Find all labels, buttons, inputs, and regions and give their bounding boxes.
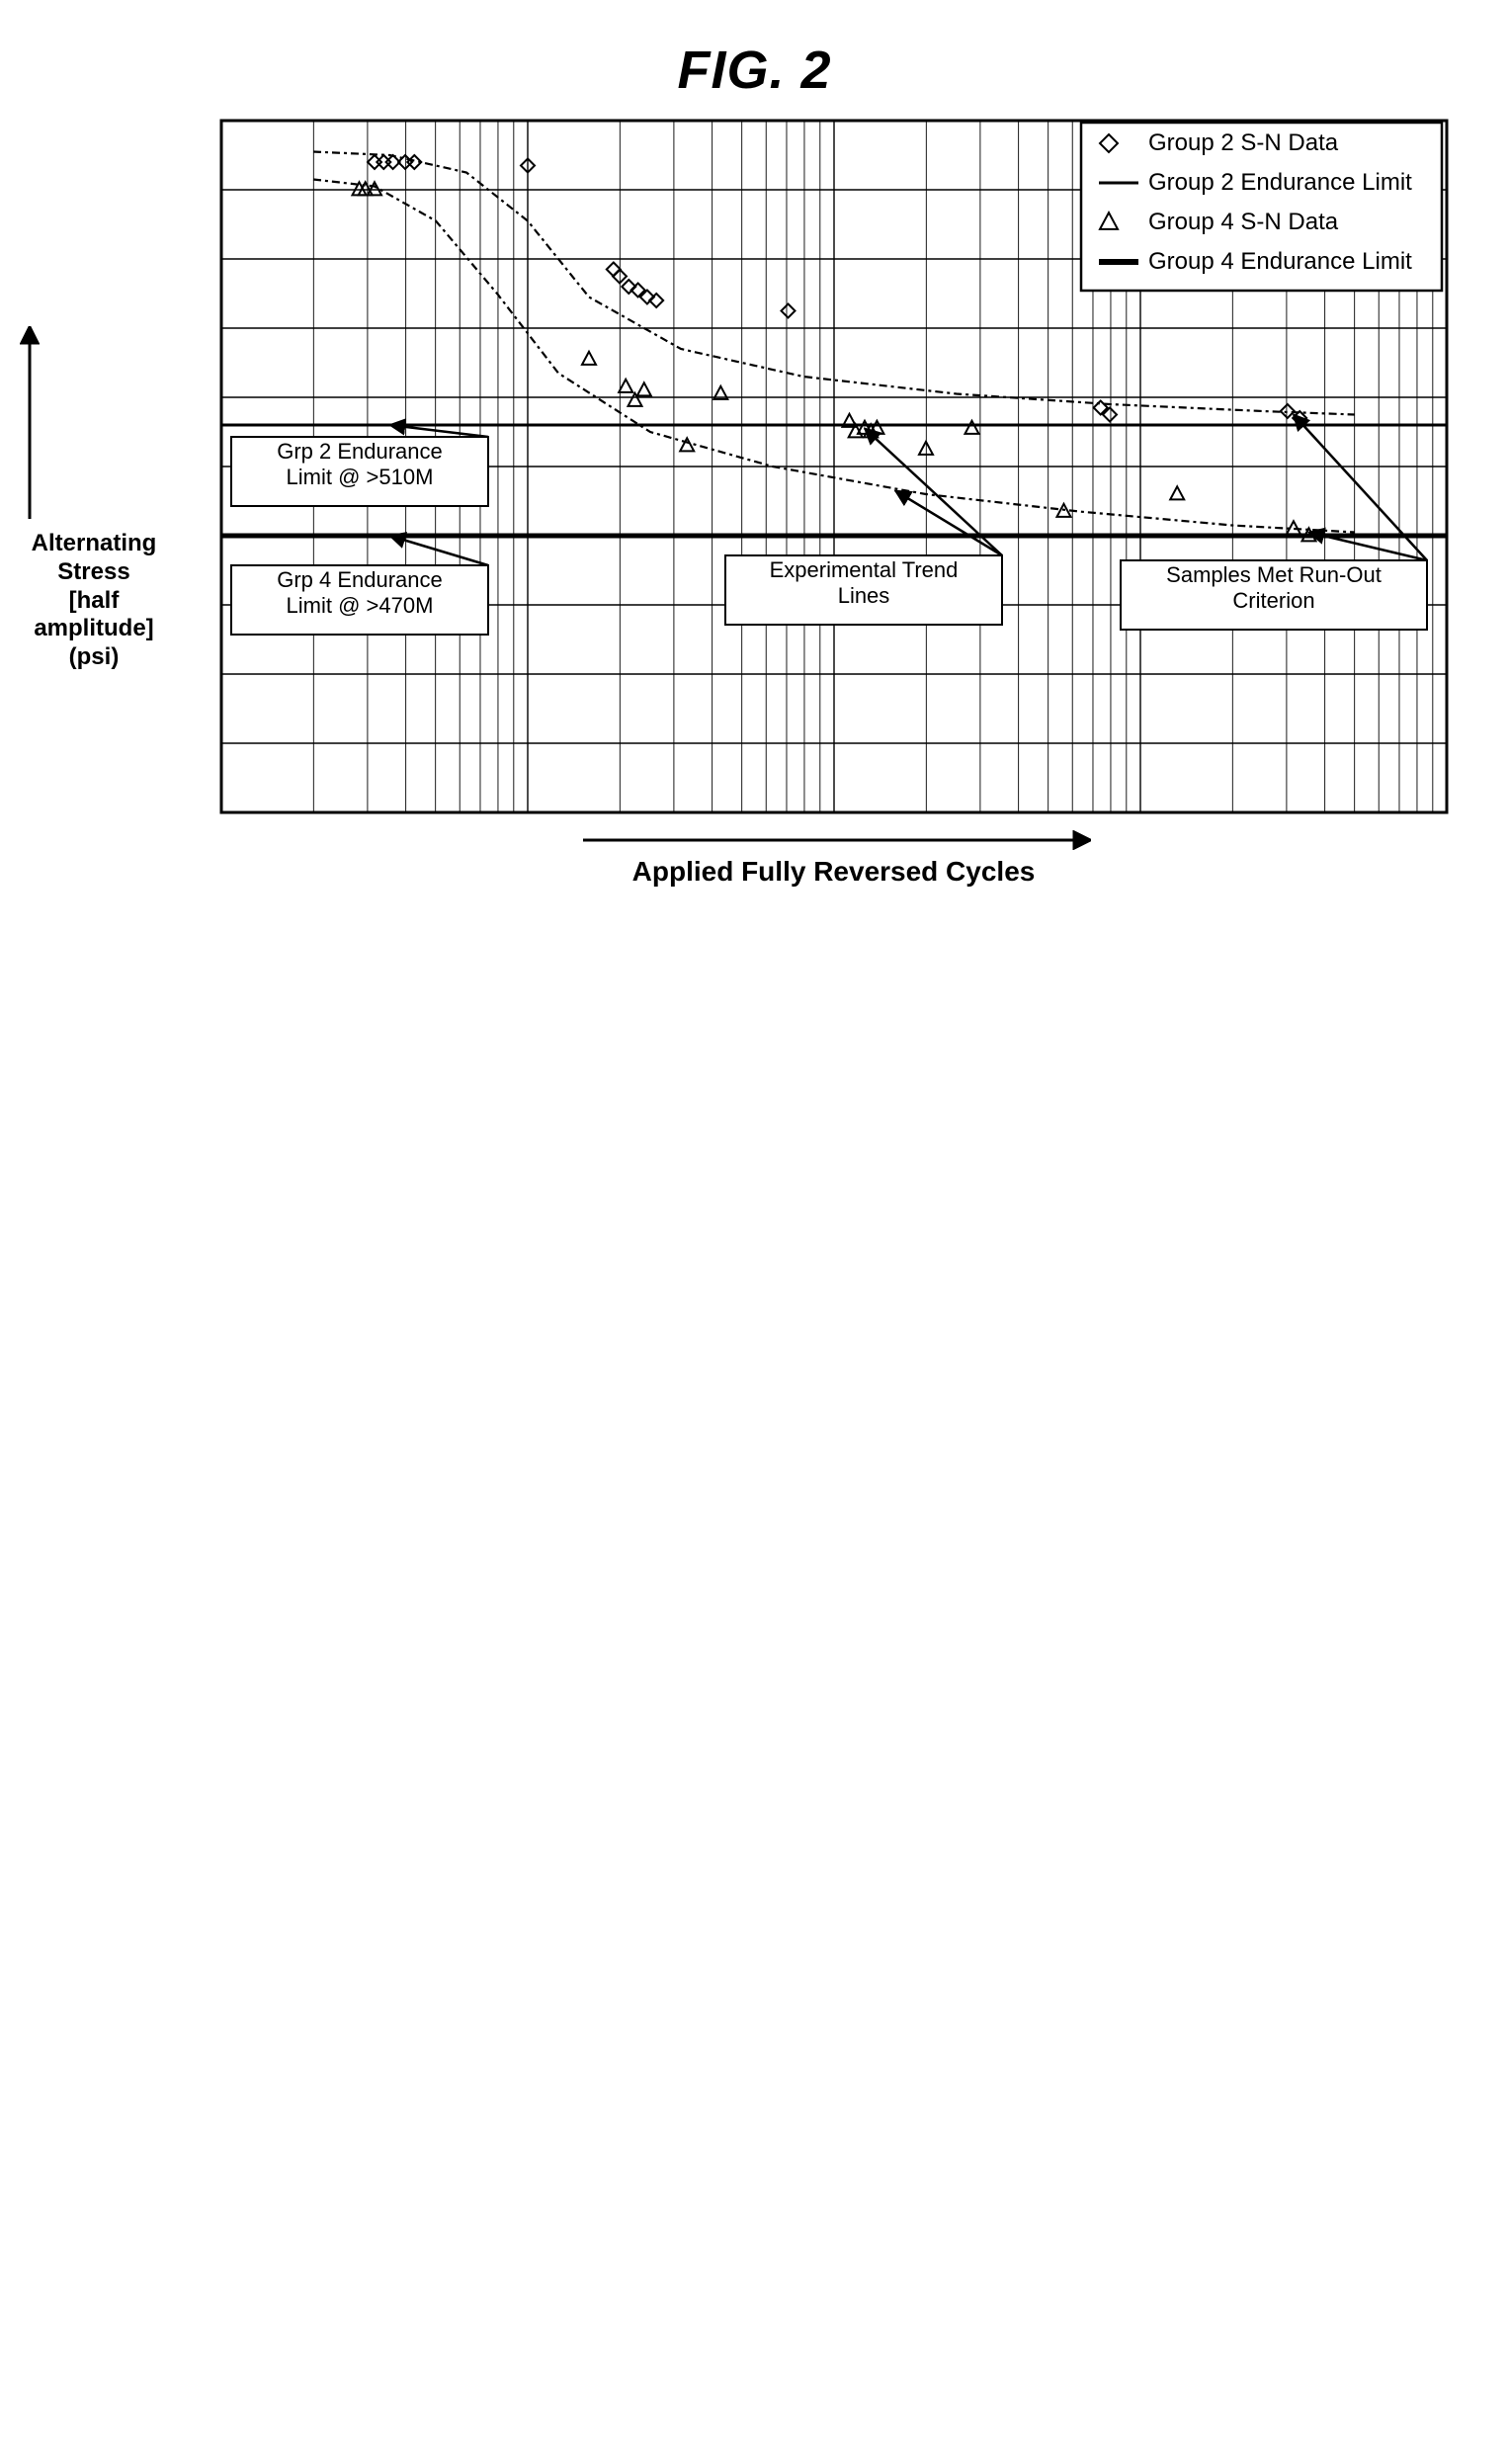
svg-text:Group 4 Endurance Limit: Group 4 Endurance Limit — [1148, 248, 1412, 275]
svg-text:Group 4 S-N Data: Group 4 S-N Data — [1148, 209, 1339, 235]
y-axis-text-1: Alternating — [20, 530, 168, 558]
y-axis-text-4: (psi) — [20, 643, 168, 672]
svg-text:Limit @ >510M: Limit @ >510M — [286, 465, 433, 489]
svg-text:Group 2 Endurance Limit: Group 2 Endurance Limit — [1148, 169, 1412, 196]
y-axis-text-2: Stress — [20, 558, 168, 587]
chart-container: Alternating Stress [half amplitude] (psi… — [20, 111, 1489, 888]
svg-text:Samples Met Run-Out: Samples Met Run-Out — [1166, 562, 1382, 587]
svg-text:Grp 2 Endurance: Grp 2 Endurance — [277, 439, 443, 464]
svg-text:Limit @ >470M: Limit @ >470M — [286, 593, 433, 618]
svg-text:Lines: Lines — [837, 583, 889, 608]
y-axis-text-3: [half amplitude] — [20, 587, 168, 644]
x-axis-text: Applied Fully Reversed Cycles — [632, 856, 1036, 888]
svg-text:Criterion: Criterion — [1232, 588, 1314, 613]
svg-text:Group 2 S-N Data: Group 2 S-N Data — [1148, 129, 1339, 156]
svg-text:Experimental Trend: Experimental Trend — [769, 557, 958, 582]
figure-title: FIG. 2 — [677, 40, 831, 101]
y-axis-arrow-icon — [20, 326, 168, 524]
x-axis-label: Applied Fully Reversed Cycles — [577, 830, 1091, 888]
x-axis-arrow-icon — [577, 830, 1091, 850]
svg-text:Grp 4 Endurance: Grp 4 Endurance — [277, 567, 443, 592]
sn-chart: Grp 2 EnduranceLimit @ >510M Grp 4 Endura… — [211, 111, 1457, 822]
y-axis-label: Alternating Stress [half amplitude] (psi… — [20, 326, 168, 672]
